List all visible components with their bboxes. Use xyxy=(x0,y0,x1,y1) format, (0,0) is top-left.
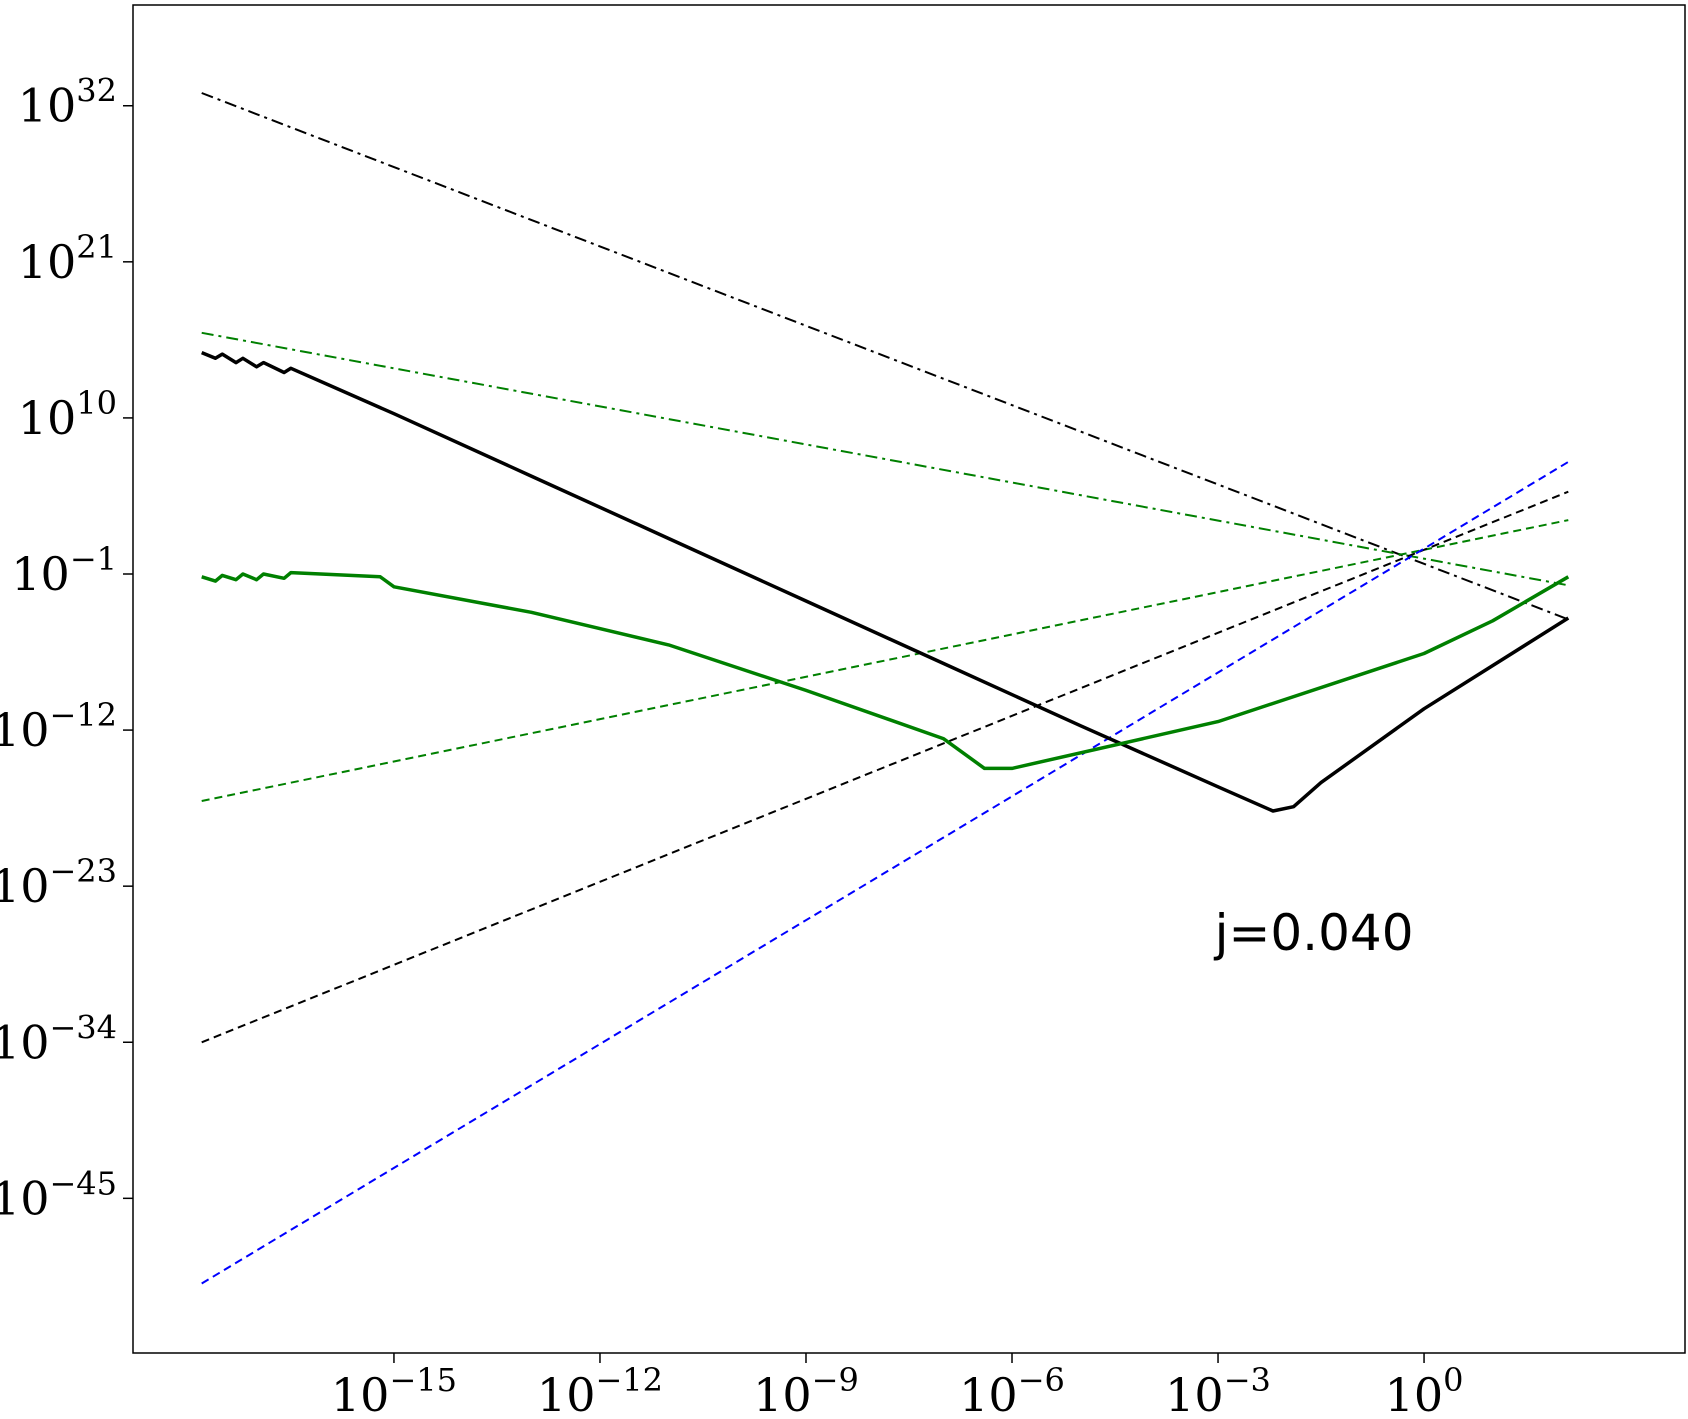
y-tick-label: 1032 xyxy=(18,72,117,133)
series-line-green-solid xyxy=(201,570,1570,771)
x-tick-label: 10−9 xyxy=(753,1361,859,1414)
y-tick-label: 10−45 xyxy=(0,1164,117,1225)
series-layer xyxy=(201,92,1570,1285)
y-tick-label: 10−1 xyxy=(11,540,117,601)
series-line-black-dashed xyxy=(201,490,1569,1044)
y-tick-label: 10−34 xyxy=(0,1008,117,1069)
x-tick-label: 10−3 xyxy=(1165,1361,1271,1414)
x-tick-label: 10−15 xyxy=(331,1361,457,1414)
x-tick-label: 10−12 xyxy=(537,1361,663,1414)
series-line-green-dashed xyxy=(201,519,1569,802)
x-tick-label: 100 xyxy=(1385,1361,1464,1414)
chart-annotation: j=0.040 xyxy=(1214,904,1414,962)
series-line-blue-dashed xyxy=(201,461,1569,1285)
y-tick-label: 1010 xyxy=(18,384,117,445)
y-tick-label: 10−12 xyxy=(0,696,117,757)
y-tick-label: 10−23 xyxy=(0,852,117,913)
y-axis-ticks: 1032 1021 1010 10−1 10−12 10−23 10−34 10−45 xyxy=(0,72,133,1225)
series-line-black-solid xyxy=(201,350,1570,813)
y-tick-label: 1021 xyxy=(18,228,117,289)
series-line-black-dashdot xyxy=(201,92,1569,621)
x-axis-ticks: 10−15 10−12 10−9 10−6 10−3 100 xyxy=(331,1353,1464,1419)
x-tick-label: 10−6 xyxy=(959,1361,1065,1414)
series-line-green-dashdot xyxy=(201,331,1569,587)
plot-area-frame xyxy=(132,4,1686,1354)
